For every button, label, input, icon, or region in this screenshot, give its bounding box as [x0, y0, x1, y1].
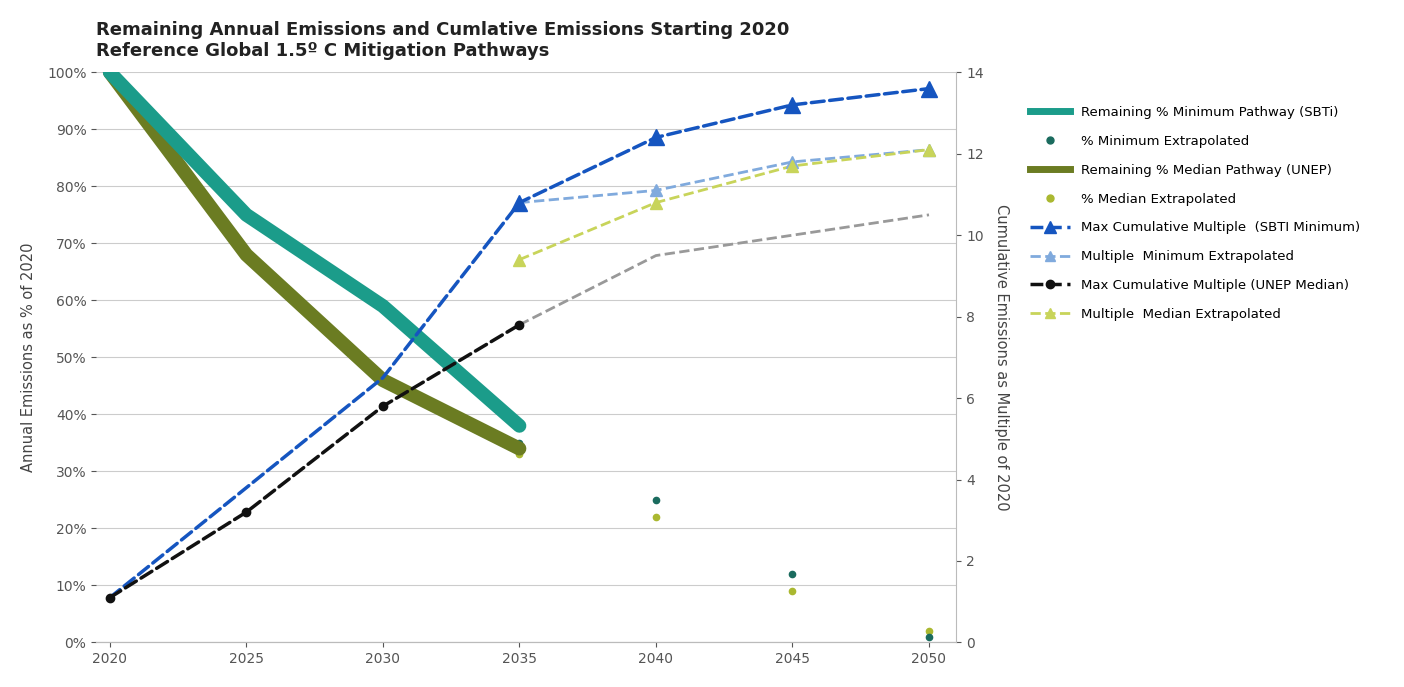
Text: Remaining Annual Emissions and Cumlative Emissions Starting 2020
Reference Globa: Remaining Annual Emissions and Cumlative…	[95, 21, 789, 60]
Y-axis label: Annual Emissions as % of 2020: Annual Emissions as % of 2020	[21, 243, 37, 472]
Y-axis label: Cumulative Emissions as Multiple of 2020: Cumulative Emissions as Multiple of 2020	[994, 204, 1008, 510]
Legend: Remaining % Minimum Pathway (SBTi), % Minimum Extrapolated, Remaining % Median P: Remaining % Minimum Pathway (SBTi), % Mi…	[1025, 101, 1365, 326]
